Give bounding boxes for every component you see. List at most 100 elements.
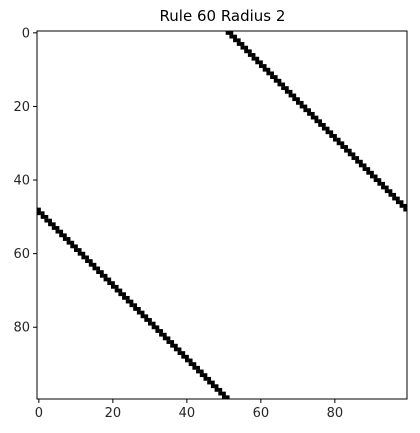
cell-on [292, 97, 297, 102]
cell-on [351, 156, 356, 160]
cell-on [333, 137, 337, 142]
cell-on [99, 273, 104, 278]
cell-on [262, 64, 267, 68]
cell-on [170, 340, 175, 344]
cell-on [296, 100, 300, 105]
cell-on [340, 141, 345, 146]
cell-on [118, 292, 123, 297]
cell-on [307, 111, 311, 116]
cell-on [229, 34, 234, 39]
x-tick-label: 80 [327, 406, 344, 421]
cell-on [118, 288, 123, 293]
cell-on [399, 203, 404, 208]
cell-on [48, 218, 52, 223]
cell-on [377, 181, 382, 186]
cell-on [233, 38, 237, 43]
cell-on [273, 75, 278, 79]
cell-on [251, 53, 256, 57]
cell-on [381, 185, 385, 190]
cell-on [244, 49, 249, 54]
cell-on [188, 362, 193, 367]
cell-on [70, 244, 75, 249]
cell-on [37, 211, 41, 216]
cell-on [44, 218, 49, 223]
cell-on [207, 380, 212, 385]
x-axis: 0 20 40 60 80 [35, 399, 343, 421]
plot-background [37, 31, 407, 399]
cell-on [314, 119, 319, 124]
cell-on [77, 251, 82, 256]
cell-on [103, 273, 108, 278]
cell-on [381, 181, 385, 186]
cell-on [292, 93, 297, 98]
cell-on [66, 237, 71, 241]
cell-on [222, 391, 226, 396]
cell-on [240, 42, 245, 46]
cell-on [40, 211, 45, 216]
cell-on [177, 347, 182, 352]
cell-on [214, 387, 219, 392]
cell-on [270, 71, 274, 76]
cell-on [162, 336, 167, 341]
cell-on [318, 123, 323, 127]
cell-on [59, 229, 64, 234]
cell-on [192, 362, 197, 367]
cell-on [321, 126, 326, 131]
cell-on [37, 207, 41, 212]
cell-on [40, 215, 45, 219]
cell-on [310, 111, 315, 116]
cell-on [303, 108, 308, 113]
cell-on [133, 303, 138, 308]
plot-frame [36, 30, 408, 400]
cell-on [218, 387, 223, 392]
cell-on [277, 78, 282, 83]
cell-on [181, 351, 186, 355]
cell-on [377, 178, 382, 183]
cell-on [284, 86, 289, 91]
cell-on [151, 321, 156, 326]
cell-on [103, 277, 108, 282]
cell-on [107, 281, 112, 286]
cell-on [262, 67, 267, 72]
cell-on [373, 174, 378, 179]
cell-on [207, 376, 212, 381]
cell-on [358, 163, 363, 168]
cell-on [329, 134, 334, 138]
cell-on [225, 31, 230, 35]
cell-on [136, 310, 141, 315]
cell-on [388, 192, 393, 197]
cell-on [251, 56, 256, 61]
cell-on [218, 391, 223, 396]
cell-on [266, 67, 271, 72]
cell-on [222, 395, 226, 400]
cell-on [59, 233, 64, 238]
cell-on [177, 351, 182, 355]
cell-on [51, 226, 56, 230]
cell-on [340, 145, 345, 149]
cell-on [355, 159, 360, 164]
cell-on [370, 174, 374, 179]
cell-on [77, 248, 82, 252]
cell-on [347, 148, 352, 153]
cell-on [114, 284, 119, 289]
cell-on [314, 115, 319, 120]
cell-on [88, 259, 93, 263]
cell-on [403, 207, 408, 212]
cell-on [203, 376, 208, 381]
cell-on [196, 369, 200, 374]
cell-on [344, 148, 348, 153]
x-tick-label: 40 [179, 406, 196, 421]
cell-on [395, 196, 400, 201]
cell-on [173, 347, 178, 352]
cell-on [388, 189, 393, 194]
cell-on [155, 329, 160, 333]
cell-on [55, 229, 60, 234]
cells [37, 31, 408, 400]
cell-on [373, 178, 378, 183]
cell-on [366, 170, 371, 175]
cell-on [148, 318, 152, 322]
cell-on [170, 343, 175, 348]
cell-on [166, 340, 171, 344]
cell-on [240, 45, 245, 50]
cell-on [148, 321, 152, 326]
